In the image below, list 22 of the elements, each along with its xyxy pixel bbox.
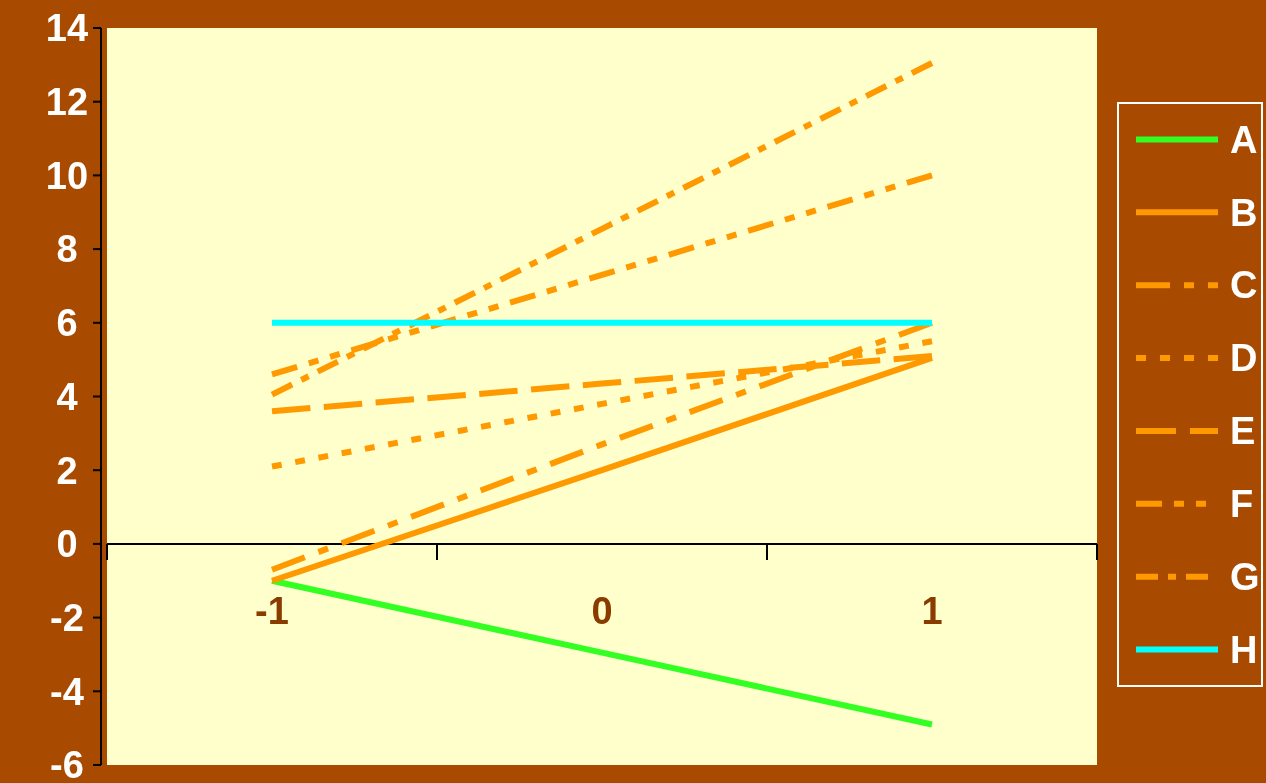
y-tick-label: 12: [45, 81, 89, 123]
y-tick-label: 6: [56, 302, 78, 345]
y-tick-label: 4: [56, 375, 78, 418]
y-tick-label: -4: [50, 670, 84, 713]
legend-label: G: [1230, 555, 1260, 598]
legend-label: F: [1230, 483, 1254, 526]
legend-label: C: [1230, 264, 1258, 307]
y-tick-label: 8: [56, 228, 78, 271]
legend-label: E: [1230, 410, 1256, 453]
x-tick-label: -1: [255, 589, 289, 632]
y-tick-label: 0: [56, 523, 78, 566]
y-tick-label: 14: [45, 7, 89, 50]
legend-label: B: [1230, 191, 1258, 234]
y-tick-label: 2: [56, 449, 78, 492]
y-tick-label: -2: [50, 596, 84, 639]
legend-label: D: [1230, 337, 1258, 380]
legend-label: H: [1230, 628, 1258, 671]
y-tick-label: 10: [45, 154, 89, 197]
legend-label: A: [1230, 118, 1258, 161]
y-tick-label: -6: [50, 744, 84, 783]
x-tick-label: 1: [921, 589, 943, 632]
x-tick-label: 0: [591, 589, 613, 632]
